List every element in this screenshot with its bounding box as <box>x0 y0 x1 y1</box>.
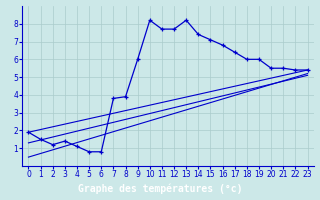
Text: Graphe des températures (°c): Graphe des températures (°c) <box>78 183 242 194</box>
